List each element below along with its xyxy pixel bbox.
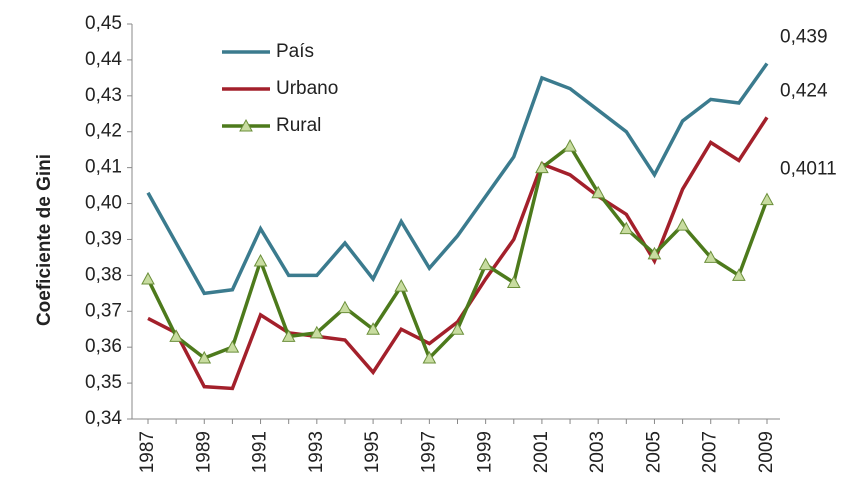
marker xyxy=(338,300,352,314)
y-tick-label: 0,34 xyxy=(85,408,122,429)
marker xyxy=(619,221,634,235)
marker xyxy=(253,253,268,267)
y-axis-title: Coeficiente de Gini xyxy=(34,154,55,326)
x-tick-label: 2009 xyxy=(756,431,777,473)
x-tick-label: 1991 xyxy=(250,431,271,473)
marker xyxy=(422,350,437,364)
annotation: 0,424 xyxy=(780,80,828,101)
y-tick-label: 0,41 xyxy=(85,157,122,178)
marker xyxy=(760,192,774,206)
y-tick-label: 0,39 xyxy=(85,228,122,249)
x-tick-label: 1995 xyxy=(362,431,383,473)
x-tick-label: 1987 xyxy=(137,431,158,473)
marker xyxy=(591,185,606,199)
marker xyxy=(563,139,577,152)
y-tick-label: 0,36 xyxy=(85,336,122,357)
series-line xyxy=(147,116,769,391)
y-tick-label: 0,40 xyxy=(85,193,122,214)
y-tick-label: 0,43 xyxy=(85,85,122,106)
marker xyxy=(141,271,155,285)
marker xyxy=(394,279,409,292)
x-tick-label: 2003 xyxy=(587,431,608,473)
x-tick-label: 2005 xyxy=(643,431,664,473)
y-tick-label: 0,45 xyxy=(85,13,122,34)
x-tick-label: 2001 xyxy=(531,431,552,473)
marker xyxy=(647,246,662,260)
y-tick-label: 0,35 xyxy=(85,372,122,393)
marker xyxy=(732,268,746,281)
marker xyxy=(535,160,549,174)
legend-label: Urbano xyxy=(276,78,338,99)
x-tick-label: 1993 xyxy=(306,431,327,473)
y-tick-label: 0,44 xyxy=(85,49,122,70)
marker xyxy=(675,218,690,231)
x-tick-label: 1999 xyxy=(475,431,496,473)
marker xyxy=(703,250,718,263)
legend-label: Rural xyxy=(276,115,321,136)
y-tick-label: 0,37 xyxy=(85,300,122,321)
marker xyxy=(506,275,521,289)
x-tick-label: 1989 xyxy=(193,431,214,473)
y-tick-label: 0,42 xyxy=(85,121,122,142)
annotation: 0,4011 xyxy=(780,159,837,180)
marker xyxy=(225,340,240,353)
marker xyxy=(478,257,493,271)
y-tick-label: 0,38 xyxy=(85,264,122,285)
marker xyxy=(169,329,183,342)
x-tick-label: 1997 xyxy=(418,431,439,473)
marker xyxy=(281,329,296,342)
legend-marker xyxy=(239,118,253,132)
marker xyxy=(309,325,324,339)
marker xyxy=(450,322,465,335)
marker xyxy=(366,322,380,335)
annotation: 0,439 xyxy=(780,27,828,48)
legend-label: País xyxy=(276,41,314,62)
x-tick-label: 2007 xyxy=(700,431,721,473)
marker xyxy=(197,350,212,364)
series-line xyxy=(146,62,769,296)
